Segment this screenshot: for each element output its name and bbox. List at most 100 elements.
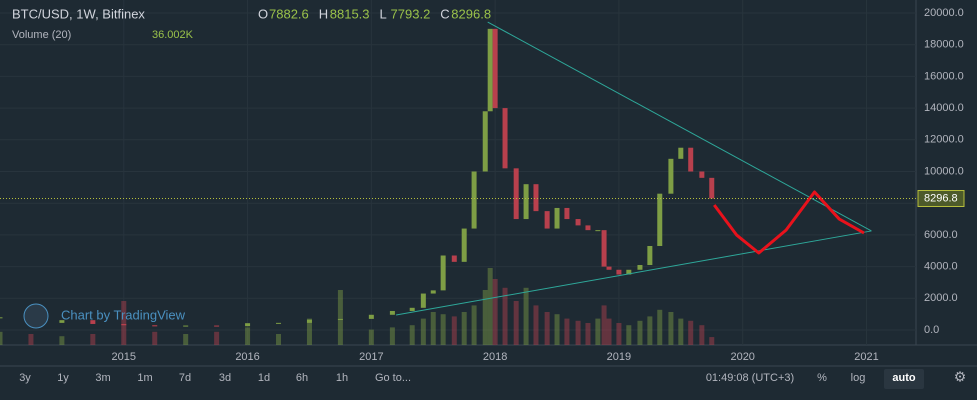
ohlc-value: 7793.2 bbox=[391, 6, 431, 21]
range-button[interactable]: 7d bbox=[179, 372, 191, 384]
candle bbox=[306, 319, 312, 323]
y-tick-label: 16000.0 bbox=[924, 70, 964, 82]
ohlc-value: 8296.8 bbox=[451, 6, 491, 21]
volume-bar bbox=[276, 334, 282, 345]
last-price-label: 8296.8 bbox=[924, 192, 958, 204]
projection-line bbox=[713, 190, 865, 255]
volume-bar bbox=[337, 290, 343, 345]
volume-bar bbox=[245, 327, 251, 345]
candle bbox=[90, 320, 96, 324]
range-button[interactable]: 1d bbox=[258, 372, 270, 384]
volume-bar bbox=[668, 312, 674, 345]
volume-bar bbox=[575, 320, 581, 345]
range-button[interactable]: 3y bbox=[19, 372, 31, 384]
scale-button[interactable]: auto bbox=[892, 372, 916, 384]
volume-bar bbox=[626, 325, 632, 345]
volume-bar bbox=[461, 312, 467, 345]
candle bbox=[214, 325, 220, 327]
volume-bar bbox=[606, 318, 612, 345]
clock: 01:49:08 (UTC+3) bbox=[706, 372, 794, 384]
volume-bar bbox=[28, 334, 34, 345]
x-tick-label: 2017 bbox=[359, 351, 383, 363]
volume-bar bbox=[214, 331, 220, 345]
volume-bar bbox=[637, 320, 643, 345]
volume-bar bbox=[492, 279, 498, 345]
volume-value: 36.002K bbox=[152, 29, 194, 41]
volume-bar bbox=[513, 301, 519, 345]
settings-icon[interactable]: ⚙ bbox=[954, 369, 967, 385]
volume-bar bbox=[647, 316, 653, 345]
candle bbox=[523, 184, 529, 220]
candle bbox=[564, 207, 570, 220]
volume-bar bbox=[544, 312, 550, 345]
candle bbox=[688, 147, 694, 172]
trend-line bbox=[396, 230, 872, 316]
candle bbox=[657, 193, 663, 246]
watermark: Chart by TradingView bbox=[61, 307, 186, 322]
candle bbox=[121, 323, 127, 326]
volume-bar bbox=[585, 323, 591, 345]
range-button[interactable]: 3d bbox=[219, 372, 231, 384]
ohlc-value: 8815.3 bbox=[330, 6, 370, 21]
candle bbox=[389, 310, 395, 315]
volume-bar bbox=[368, 329, 374, 345]
volume-indicator: Volume (20) bbox=[12, 29, 71, 41]
x-tick-label: 2019 bbox=[607, 351, 631, 363]
scale-button[interactable]: log bbox=[851, 372, 866, 384]
volume-bar bbox=[471, 305, 477, 345]
candle bbox=[595, 230, 601, 232]
candle bbox=[451, 255, 457, 262]
range-button[interactable]: 3m bbox=[95, 372, 110, 384]
volume-bar bbox=[688, 320, 694, 345]
last-price-box bbox=[917, 189, 965, 207]
candle bbox=[245, 323, 251, 327]
y-tick-label: 0.0 bbox=[924, 324, 939, 336]
candle bbox=[487, 28, 493, 112]
watermark-logo bbox=[23, 303, 49, 329]
y-tick-label: 10000.0 bbox=[924, 165, 964, 177]
ohlc-label: C bbox=[440, 6, 449, 21]
candle bbox=[647, 245, 653, 266]
volume-bar bbox=[0, 331, 3, 345]
y-tick-label: 14000.0 bbox=[924, 102, 964, 114]
volume-bar bbox=[90, 334, 96, 345]
candle bbox=[152, 325, 158, 327]
volume-bar bbox=[152, 331, 158, 345]
range-button[interactable]: 1y bbox=[57, 372, 69, 384]
candle bbox=[637, 265, 643, 270]
y-tick-label: 4000.0 bbox=[924, 261, 958, 273]
volume-bar bbox=[678, 318, 684, 345]
chart-title: BTC/USD, 1W, Bitfinex bbox=[12, 6, 145, 21]
candle bbox=[668, 158, 674, 194]
volume-bar bbox=[487, 268, 493, 345]
volume-bar bbox=[420, 318, 426, 345]
x-tick-label: 2020 bbox=[730, 351, 754, 363]
x-tick-label: 2015 bbox=[112, 351, 136, 363]
range-button[interactable]: 1h bbox=[336, 372, 348, 384]
candle bbox=[183, 325, 189, 327]
y-tick-label: 6000.0 bbox=[924, 229, 958, 241]
x-tick-label: 2016 bbox=[235, 351, 259, 363]
candle bbox=[678, 147, 684, 159]
candle bbox=[0, 317, 3, 319]
volume-bar bbox=[699, 325, 705, 345]
volume-bar bbox=[482, 290, 488, 345]
candle bbox=[276, 322, 282, 324]
y-tick-label: 12000.0 bbox=[924, 134, 964, 146]
candle bbox=[492, 28, 498, 109]
volume-bar bbox=[657, 309, 663, 345]
candle bbox=[575, 219, 581, 226]
candle bbox=[585, 225, 591, 231]
auto-highlight bbox=[884, 369, 924, 389]
trend-line bbox=[487, 21, 872, 232]
volume-bar bbox=[523, 287, 529, 345]
scale-button[interactable]: % bbox=[817, 372, 827, 384]
volume-bar bbox=[183, 334, 189, 345]
range-button[interactable]: 1m bbox=[137, 372, 152, 384]
volume-bar bbox=[306, 318, 312, 345]
candle bbox=[513, 168, 519, 220]
range-button[interactable]: 6h bbox=[296, 372, 308, 384]
range-button[interactable]: Go to... bbox=[375, 372, 411, 384]
x-tick-label: 2021 bbox=[854, 351, 878, 363]
candle bbox=[440, 255, 446, 291]
